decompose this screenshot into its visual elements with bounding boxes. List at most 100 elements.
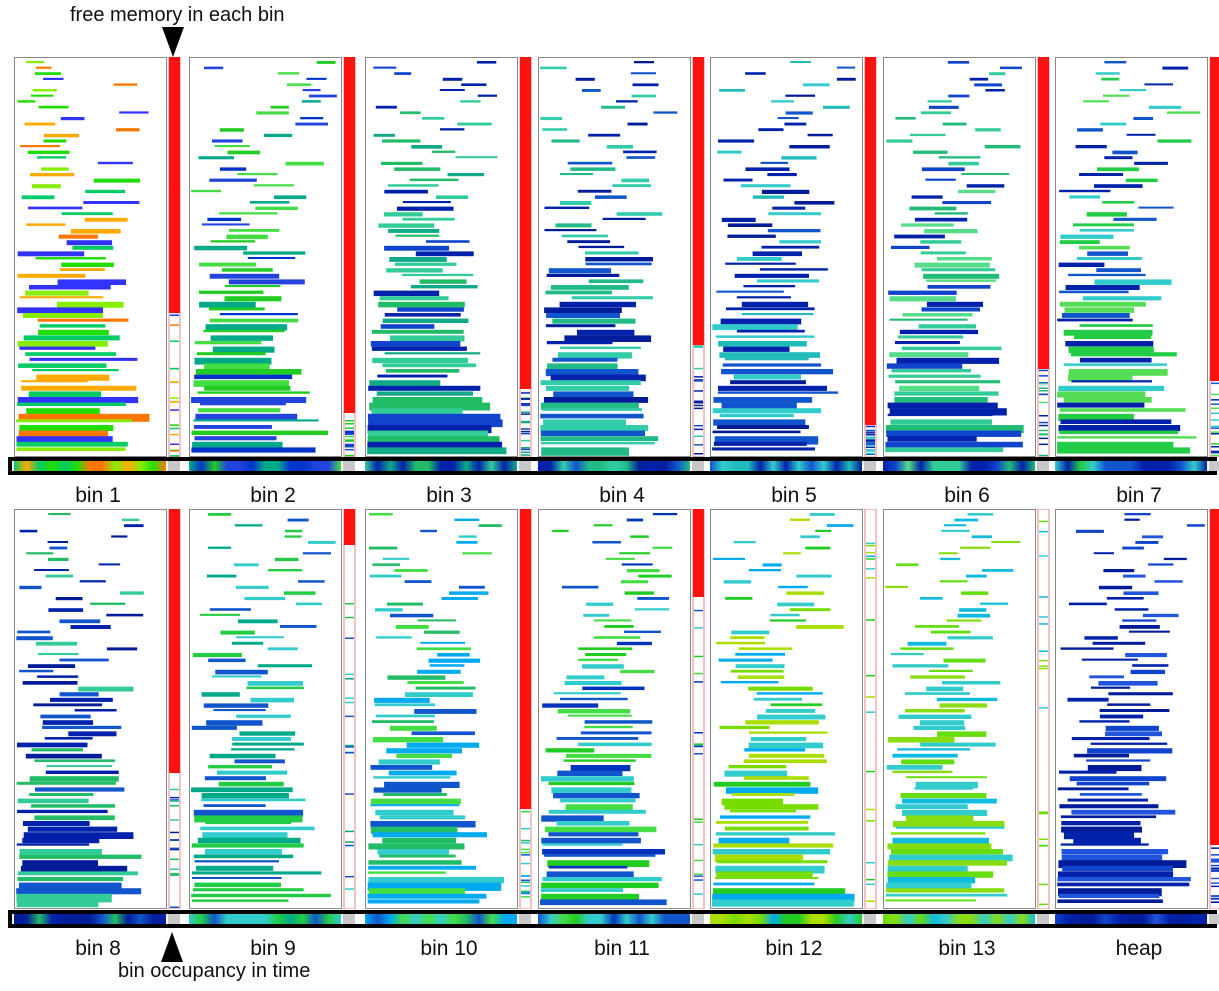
free-memory-tick	[1039, 883, 1048, 886]
allocation-bar	[887, 871, 994, 878]
allocation-bar	[796, 574, 832, 578]
allocation-bar	[540, 888, 624, 892]
allocation-bar	[889, 352, 969, 358]
allocation-bar	[1079, 245, 1130, 250]
allocation-bar	[295, 602, 322, 606]
allocation-bar	[894, 397, 988, 403]
allocation-bar	[1058, 871, 1174, 877]
allocation-bar	[1063, 363, 1167, 366]
allocation-bar	[926, 686, 964, 692]
allocation-bar	[991, 541, 1021, 543]
allocation-bar	[895, 117, 916, 120]
allocation-bar	[194, 245, 248, 251]
allocation-bar	[733, 374, 801, 380]
allocation-bar	[891, 245, 930, 249]
allocation-bar	[890, 653, 924, 656]
allocation-bar	[578, 647, 633, 651]
allocation-bar	[652, 513, 678, 516]
free-memory-tick	[1039, 433, 1048, 435]
free-memory-tick	[345, 673, 354, 676]
allocation-bar	[582, 664, 624, 669]
allocation-bar	[234, 759, 285, 764]
allocation-bar	[894, 234, 945, 239]
occupancy-strip-segment	[710, 914, 862, 924]
allocation-bar	[191, 787, 293, 793]
allocation-bar	[372, 397, 483, 403]
allocation-bar	[231, 737, 291, 741]
free-memory-tick	[521, 432, 530, 435]
free-memory-tick	[521, 875, 530, 877]
allocation-bar	[285, 529, 303, 533]
allocation-bar	[761, 245, 820, 249]
allocation-bar	[375, 105, 397, 109]
allocation-bar	[721, 798, 783, 806]
free-memory-tick	[694, 743, 703, 745]
allocation-bar	[631, 94, 656, 98]
allocation-bar	[66, 240, 112, 246]
allocation-bar	[738, 647, 793, 650]
allocation-bar	[61, 262, 114, 267]
allocation-bar	[30, 173, 75, 177]
allocation-bar	[383, 793, 447, 796]
allocation-bar	[906, 776, 987, 779]
allocation-bar	[895, 380, 1001, 384]
allocation-bar	[630, 72, 656, 75]
allocation-bar	[254, 184, 294, 187]
allocation-bar	[626, 156, 656, 159]
free-memory-tick	[170, 819, 179, 821]
free-memory-tick	[1039, 665, 1048, 667]
allocation-bar	[1059, 408, 1186, 412]
free-memory-tick	[1039, 375, 1048, 377]
allocation-bar	[417, 669, 461, 674]
allocation-bar	[762, 563, 782, 567]
free-memory-tick	[521, 827, 530, 830]
allocation-bar	[45, 574, 74, 578]
allocation-bar	[1135, 541, 1159, 544]
allocation-bar	[368, 546, 398, 550]
allocation-bar	[257, 664, 313, 668]
allocation-bar	[379, 296, 449, 301]
occupancy-strip-gap	[343, 914, 355, 924]
allocation-bar	[921, 307, 980, 312]
allocation-bar	[913, 725, 966, 730]
free-memory-tick	[694, 732, 703, 734]
allocation-bar	[1154, 580, 1183, 583]
allocation-bar	[191, 893, 331, 898]
allocation-bar	[541, 837, 641, 844]
allocation-bar	[195, 369, 302, 375]
allocation-bar	[24, 122, 56, 126]
allocation-bar	[210, 240, 256, 243]
bin-panel	[189, 57, 356, 457]
allocation-bar	[420, 529, 437, 533]
free-memory-tick	[1211, 882, 1219, 884]
allocation-bar	[1104, 61, 1127, 64]
allocation-bar	[47, 541, 68, 543]
allocation-bar	[794, 201, 835, 205]
free-memory-tick	[866, 442, 875, 444]
allocation-bar	[620, 580, 648, 584]
allocation-bar	[431, 150, 456, 153]
allocation-bar	[214, 145, 250, 148]
allocation-bar	[748, 686, 813, 691]
allocation-bar	[1134, 161, 1168, 165]
occupancy-strip-segment	[1055, 461, 1207, 471]
allocation-bar	[106, 613, 144, 617]
allocation-bar	[582, 89, 601, 92]
allocation-bar	[545, 385, 630, 391]
allocation-bar	[726, 307, 815, 311]
bin-label: heap	[1115, 937, 1163, 960]
allocation-bar	[585, 251, 639, 255]
allocation-bar	[895, 826, 1005, 829]
allocation-bar	[889, 854, 1013, 862]
allocation-bar	[38, 105, 69, 109]
allocation-bar	[559, 201, 592, 205]
allocation-bar	[59, 268, 105, 271]
allocation-bar	[888, 737, 955, 743]
free-memory-tick	[694, 818, 703, 820]
allocation-bar	[415, 686, 476, 690]
allocation-bar	[886, 882, 972, 890]
allocation-bar	[887, 865, 968, 873]
allocation-bar	[27, 826, 118, 832]
bin-label: bin 1	[75, 484, 121, 507]
allocation-bar	[228, 229, 280, 232]
